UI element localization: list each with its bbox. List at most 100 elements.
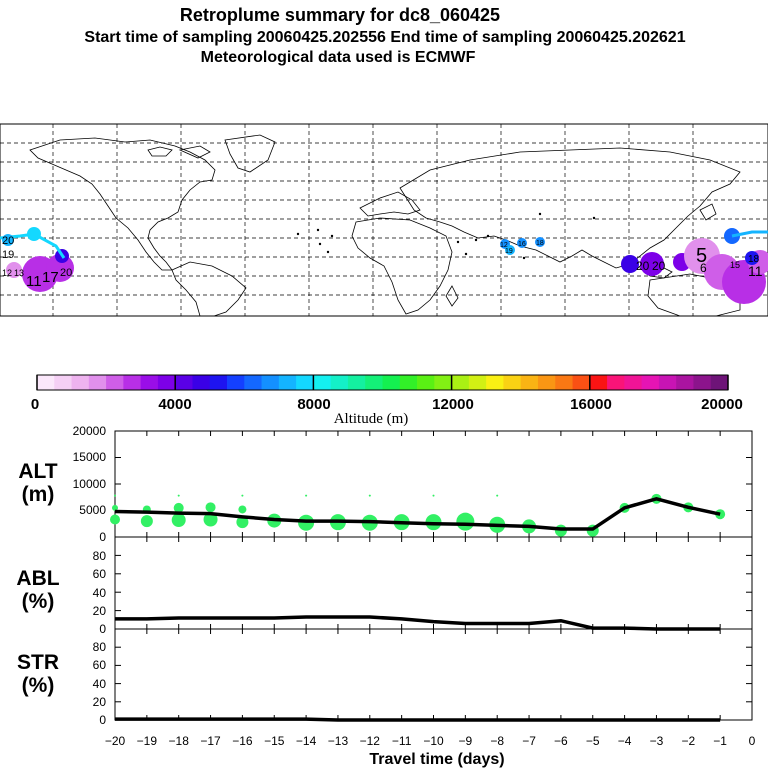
x-tick-label: −2 — [681, 734, 695, 748]
str-ytick: 60 — [93, 658, 107, 672]
alt-ytick: 5000 — [79, 503, 106, 517]
colorbar-swatch — [244, 375, 262, 390]
x-tick-label: −1 — [713, 734, 727, 748]
x-tick-label: −5 — [586, 734, 600, 748]
colorbar-swatch — [572, 375, 591, 390]
str-ytick: 0 — [99, 713, 106, 727]
colorbar-swatch — [417, 375, 435, 390]
map-label: 19 — [505, 248, 513, 255]
str-ytick: 80 — [93, 640, 107, 654]
colorbar-swatch — [641, 375, 660, 390]
alt-yticks: 20000 15000 10000 5000 0 — [73, 424, 107, 544]
plume-dot-upper — [112, 504, 118, 511]
x-tick-labels: −20 −19 −18 −17 −16 −15 −14 −13 −12 −11 −10 −9 −8 −7−… — [105, 734, 756, 748]
colorbar-swatch — [434, 375, 452, 390]
colorbar-swatch — [520, 375, 539, 390]
colorbar-swatch — [330, 375, 349, 390]
colorbar-swatch — [676, 375, 694, 390]
abl-ytick: 20 — [93, 604, 107, 618]
x-tick-label: −18 — [169, 734, 190, 748]
map-label: 18 — [748, 254, 760, 265]
x-tick-label: −8 — [490, 734, 504, 748]
colorbar-swatch — [278, 375, 297, 390]
map-label: 11 — [26, 273, 42, 290]
map-label: 19 — [2, 249, 14, 261]
colorbar-swatch — [365, 375, 383, 390]
abl-label: ABL — [16, 567, 59, 590]
map-label: 15 — [730, 260, 740, 270]
plume-speck — [368, 494, 371, 497]
alt-series-line — [114, 497, 721, 531]
colorbar-swatch — [123, 375, 142, 390]
colorbar-swatch — [261, 375, 280, 390]
map-label: 12 — [2, 268, 12, 278]
colorbar-swatch — [624, 375, 643, 390]
abl-ytick: 80 — [93, 549, 107, 563]
plume-cluster-right — [621, 228, 768, 304]
colorbar-swatch — [209, 375, 228, 390]
map-label: 17 — [42, 269, 59, 286]
colorbar-swatch — [71, 375, 90, 390]
map-label: 11 — [748, 263, 763, 279]
x-tick-label: −17 — [200, 734, 221, 748]
colorbar-ticks: 0 4000 8000 12000 16000 20000 — [31, 396, 743, 413]
x-tick-label: −19 — [137, 734, 158, 748]
plume-dot-lower — [110, 514, 120, 525]
abl-ytick: 60 — [93, 567, 107, 581]
colorbar-swatch — [88, 375, 107, 390]
world-map: 20 19 12 13 11 17 20 20 20 5 6 18 15 11 … — [0, 123, 768, 317]
plume-dot-upper — [205, 502, 216, 513]
colorbar-swatch — [503, 375, 522, 390]
colorbar-swatch — [468, 375, 487, 390]
plume-dot-upper — [173, 502, 184, 513]
map-label: 20 — [2, 235, 14, 247]
colorbar-swatch — [607, 375, 625, 390]
abl-panel-frame — [114, 536, 753, 630]
plume-dot-lower — [171, 513, 186, 528]
str-label: STR — [17, 651, 59, 674]
colorbar-swatch — [589, 375, 608, 390]
map-frame — [0, 123, 768, 317]
colorbar-swatch — [555, 375, 573, 390]
plume-dot-lower — [140, 515, 153, 528]
colorbar-swatch — [382, 375, 401, 390]
sampling-time-line: Start time of sampling 20060425.202556 E… — [84, 29, 685, 46]
str-series-line — [115, 717, 721, 722]
alt-ytick: 0 — [99, 530, 106, 544]
colorbar-swatch — [227, 375, 245, 390]
colorbar-swatch — [710, 375, 729, 390]
abl-ytick: 0 — [99, 622, 106, 636]
colorbar-swatch — [192, 375, 211, 390]
colorbar-tick: 12000 — [432, 396, 474, 413]
str-yticks: 80 60 40 20 0 — [93, 640, 107, 727]
colorbar-swatch — [347, 375, 366, 390]
plume-speck — [177, 494, 180, 497]
colorbar-swatch — [658, 375, 677, 390]
x-tick-label: −10 — [423, 734, 444, 748]
colorbar-swatch — [106, 375, 124, 390]
met-data-line: Meteorological data used is ECMWF — [201, 49, 476, 66]
str-ytick: 20 — [93, 695, 107, 709]
map-label: 20 — [60, 267, 72, 279]
colorbar-swatch — [693, 375, 712, 390]
colorbar-swatch — [54, 375, 72, 390]
colorbar-label: Altitude (m) — [334, 411, 409, 427]
plume-mid-dots — [500, 237, 545, 255]
x-tick-label: −9 — [459, 734, 473, 748]
colorbar-swatch — [399, 375, 418, 390]
map-label: 12 — [500, 242, 508, 249]
colorbar-tick: 0 — [31, 396, 39, 413]
plume-speck — [305, 494, 308, 497]
plume-cluster-left — [0, 227, 74, 292]
plume-dot-upper — [238, 505, 247, 514]
x-tick-label: −7 — [522, 734, 536, 748]
abl-ytick: 40 — [93, 586, 107, 600]
plume-speck — [114, 494, 116, 497]
colorbar-swatch — [296, 375, 314, 390]
x-tick-label: 0 — [749, 734, 756, 748]
colorbar-swatch — [157, 375, 176, 390]
alt-ytick: 10000 — [73, 477, 107, 491]
colorbar-swatch — [313, 375, 332, 390]
x-tick-label: −6 — [554, 734, 568, 748]
